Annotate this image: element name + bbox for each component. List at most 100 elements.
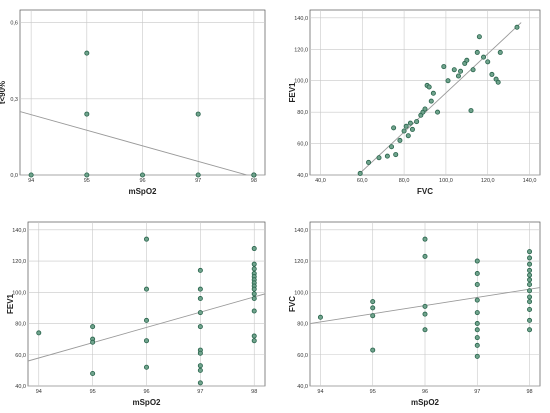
y-tick-label: 140,0: [294, 16, 308, 22]
data-point: [474, 327, 480, 333]
data-point: [527, 299, 533, 305]
x-tick-label: 98: [251, 178, 257, 184]
data-point: [251, 291, 257, 297]
x-tick-label: 94: [36, 389, 42, 395]
x-axis-label: FVC: [417, 187, 433, 196]
fit-line: [20, 111, 249, 175]
data-point: [251, 261, 257, 267]
x-tick-label: 100,0: [439, 178, 453, 184]
data-point: [197, 267, 203, 273]
x-tick-label: 95: [84, 178, 90, 184]
data-point: [464, 57, 470, 63]
data-point: [36, 330, 42, 336]
data-point: [197, 296, 203, 302]
data-point: [495, 79, 501, 85]
x-tick-label: 94: [317, 389, 323, 395]
data-point: [384, 153, 390, 159]
data-point: [422, 236, 428, 242]
data-point: [474, 271, 480, 277]
data-point: [197, 367, 203, 373]
data-point: [143, 286, 149, 292]
y-tick-label: 0,6: [10, 21, 18, 27]
x-tick-label: 60,0: [357, 178, 368, 184]
data-point: [376, 155, 382, 161]
y-tick-label: 0,0: [10, 173, 18, 179]
chart-panel-1: 94 95 96 97 98 0,0 0,3 0,6 mSpO2 t<90%: [0, 9, 266, 196]
x-tick-label: 40,0: [315, 178, 326, 184]
y-tick-label: 40,0: [297, 384, 308, 390]
x-axis-label: mSpO2: [132, 398, 161, 407]
data-point: [370, 299, 376, 305]
y-tick-label: 40,0: [297, 173, 308, 179]
x-tick-label: 97: [197, 389, 203, 395]
data-point: [251, 308, 257, 314]
data-point: [143, 338, 149, 344]
data-point: [422, 311, 428, 317]
data-point: [527, 294, 533, 300]
y-tick-label: 40,0: [15, 384, 26, 390]
x-tick-label: 94: [28, 178, 34, 184]
data-point: [527, 255, 533, 261]
y-tick-label: 60,0: [297, 353, 308, 359]
data-point: [391, 125, 397, 131]
plot-frame: [309, 9, 541, 176]
data-point: [370, 313, 376, 319]
data-point: [195, 172, 201, 178]
x-tick-label: 96: [139, 178, 145, 184]
data-point: [527, 317, 533, 323]
data-point: [84, 50, 90, 56]
data-point: [197, 310, 203, 316]
data-point: [422, 303, 428, 309]
data-point: [527, 327, 533, 333]
data-point: [370, 305, 376, 311]
data-point: [468, 108, 474, 114]
y-tick-label: 80,0: [15, 322, 26, 328]
data-point: [476, 34, 482, 40]
data-point: [317, 314, 323, 320]
data-point: [474, 321, 480, 327]
data-point: [197, 380, 203, 386]
x-tick-label: 95: [370, 389, 376, 395]
x-tick-label: 80,0: [399, 178, 410, 184]
data-point: [514, 24, 520, 30]
data-point: [428, 98, 434, 104]
data-point: [422, 253, 428, 259]
y-tick-label: 120,0: [294, 47, 308, 53]
data-point: [251, 338, 257, 344]
data-point: [527, 249, 533, 255]
data-point: [397, 137, 403, 143]
data-point: [426, 84, 432, 90]
data-point: [470, 67, 476, 73]
data-point: [84, 111, 90, 117]
data-point: [527, 277, 533, 283]
x-tick-label: 97: [474, 389, 480, 395]
y-axis-label: t<90%: [0, 81, 7, 104]
data-point: [527, 261, 533, 267]
data-point: [445, 78, 451, 84]
data-point: [451, 67, 457, 73]
data-point: [474, 335, 480, 341]
data-point: [474, 342, 480, 348]
data-point: [458, 68, 464, 74]
data-point: [441, 64, 447, 70]
y-tick-label: 100,0: [294, 79, 308, 85]
data-point: [251, 286, 257, 292]
y-tick-label: 60,0: [297, 142, 308, 148]
data-point: [389, 144, 395, 150]
y-tick-label: 80,0: [297, 322, 308, 328]
data-point: [393, 152, 399, 158]
y-axis-label: FVC: [288, 296, 297, 312]
x-tick-label: 96: [143, 389, 149, 395]
data-point: [357, 170, 363, 176]
data-point: [455, 73, 461, 79]
data-point: [474, 353, 480, 359]
data-point: [405, 133, 411, 139]
data-point: [143, 364, 149, 370]
data-point: [422, 106, 428, 112]
chart-panel-3: 94 95 96 97 98 40,0 60,0 80,0 100,0 120,0 140,0 mSp…: [6, 221, 266, 407]
data-point: [403, 123, 409, 129]
data-point: [474, 49, 480, 55]
y-tick-label: 120,0: [294, 259, 308, 265]
x-tick-label: 98: [251, 389, 257, 395]
data-point: [430, 90, 436, 96]
